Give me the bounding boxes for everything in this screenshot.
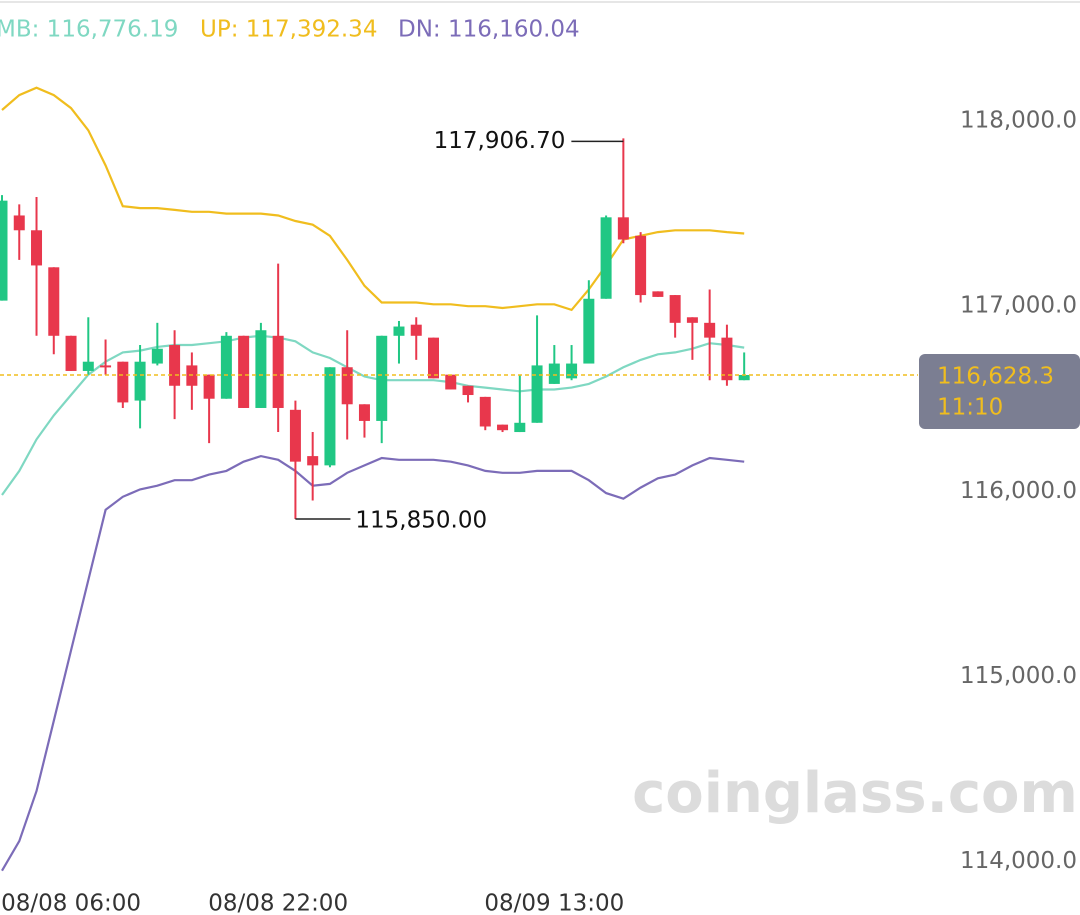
candle-body bbox=[617, 217, 629, 240]
candle-body bbox=[600, 217, 612, 299]
candle-body bbox=[479, 396, 491, 427]
legend-entry: UP: 117,392.34 bbox=[200, 17, 377, 43]
candle-body bbox=[341, 367, 353, 405]
candle-body bbox=[428, 337, 439, 379]
candle-body bbox=[82, 361, 94, 371]
y-tick-label: 115,000.0 bbox=[960, 663, 1077, 689]
candle-body bbox=[566, 363, 578, 379]
x-tick-label: 08/08 22:00 bbox=[208, 891, 348, 915]
band-line bbox=[1, 86, 745, 312]
candle-body bbox=[48, 267, 60, 336]
price-box bbox=[919, 354, 1080, 429]
candle-body bbox=[272, 335, 284, 408]
candle-body bbox=[462, 385, 474, 396]
candle-body bbox=[410, 324, 422, 336]
candle-body bbox=[255, 330, 267, 408]
y-tick-label: 116,000.0 bbox=[960, 478, 1077, 504]
candle-body bbox=[635, 235, 647, 296]
candle-body bbox=[31, 230, 43, 266]
y-tick-label: 117,000.0 bbox=[960, 293, 1077, 319]
y-tick-label: 114,000.0 bbox=[960, 848, 1077, 874]
candle-body bbox=[376, 335, 388, 421]
candle-body bbox=[652, 291, 664, 297]
candle-body bbox=[721, 337, 733, 381]
band-line bbox=[1, 334, 745, 496]
countdown: 11:10 bbox=[937, 395, 1003, 421]
candle-body bbox=[669, 295, 681, 323]
candle-body bbox=[445, 374, 457, 390]
band-line bbox=[1, 454, 745, 872]
min-label: 115,850.00 bbox=[355, 508, 487, 534]
candle-body bbox=[220, 335, 232, 399]
legend-entry: DN: 116,160.04 bbox=[398, 17, 580, 43]
candle-body bbox=[13, 215, 25, 231]
x-tick-label: 08/09 13:00 bbox=[484, 891, 624, 915]
candle-body bbox=[738, 374, 750, 381]
candle-body bbox=[686, 317, 698, 323]
candle-body bbox=[100, 365, 112, 368]
candle-body bbox=[203, 374, 215, 399]
y-tick-label: 118,000.0 bbox=[960, 108, 1077, 134]
candle-body bbox=[358, 404, 370, 421]
candle-body bbox=[0, 200, 8, 301]
candle-body bbox=[289, 409, 301, 462]
x-tick-label: 08/08 06:00 bbox=[1, 891, 141, 915]
candle-body bbox=[531, 365, 543, 423]
candle-body bbox=[548, 363, 560, 384]
candle-body bbox=[514, 422, 526, 433]
candle-body bbox=[65, 335, 77, 371]
candle-body bbox=[238, 335, 250, 408]
max-label: 117,906.70 bbox=[434, 128, 566, 154]
candle-body bbox=[307, 456, 319, 466]
candle-body bbox=[704, 322, 716, 338]
candle-body bbox=[117, 361, 129, 403]
candle-body bbox=[497, 424, 509, 431]
candle-body bbox=[169, 345, 181, 386]
candle-body bbox=[324, 367, 336, 466]
candle-body bbox=[393, 326, 405, 336]
legend-entry: MB: 116,776.19 bbox=[0, 17, 178, 43]
candle-body bbox=[151, 348, 163, 364]
watermark: coinglass.com bbox=[632, 761, 1078, 826]
current-price: 116,628.3 bbox=[937, 364, 1054, 390]
candle-body bbox=[134, 361, 146, 401]
candle-body bbox=[583, 298, 595, 364]
